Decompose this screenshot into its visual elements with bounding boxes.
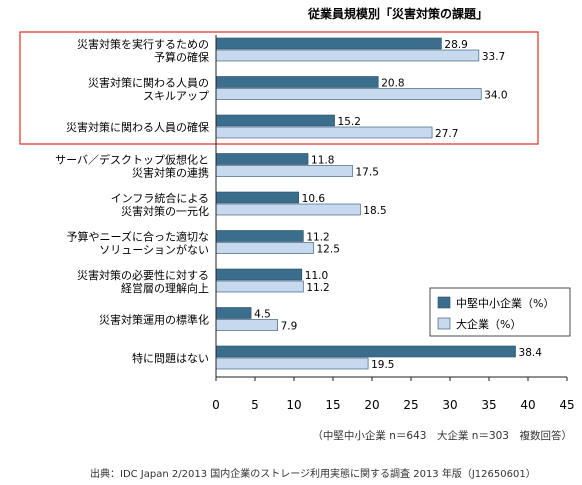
data-label-large-7: 7.9 (281, 321, 298, 333)
legend-swatch-large (437, 317, 451, 330)
bar-midsize-8 (215, 345, 516, 358)
sample-size-note: （中堅中小企業 n＝643 大企業 n＝303 複数回答） (312, 430, 572, 442)
category-label-5-line2: ソリューションがない (99, 243, 209, 257)
category-label-4-line1: インフラ統合による (111, 191, 209, 205)
data-label-large-5: 12.5 (317, 244, 340, 256)
bar-large-6 (215, 280, 304, 293)
bar-large-2 (215, 126, 433, 139)
category-label-2: 災害対策に関わる人員の確保 (66, 120, 209, 134)
category-label-3-line2: 災害対策の連携 (132, 166, 209, 180)
category-label-4-line2: 災害対策の一元化 (121, 204, 209, 218)
x-tick-label-15: 15 (325, 398, 340, 412)
x-tick-label-0: 0 (212, 398, 220, 412)
legend-label-midsize: 中堅中小企業（%） (456, 296, 554, 310)
bar-midsize-6 (215, 268, 303, 281)
category-label-0-line1: 災害対策を実行するための (77, 37, 209, 51)
data-label-midsize-7: 4.5 (254, 309, 271, 321)
bar-large-4 (215, 203, 361, 216)
bar-midsize-4 (215, 191, 299, 204)
legend-box (429, 287, 571, 337)
data-label-midsize-3: 11.8 (311, 155, 334, 167)
category-label-0-line2: 予算の確保 (154, 50, 209, 64)
bar-large-1 (215, 88, 482, 100)
bar-midsize-5 (215, 230, 304, 242)
x-tick-label-40: 40 (520, 398, 535, 412)
chart-title: 従業員規模別「災害対策の課題」 (307, 6, 488, 21)
category-label-8: 特に問題はない (132, 351, 209, 365)
category-label-5-line1: 予算やニーズに合った適切な (67, 230, 209, 244)
category-label-1-line2: スキルアップ (143, 90, 209, 103)
x-tick-label-5: 5 (251, 398, 259, 412)
data-label-midsize-5: 11.2 (306, 232, 329, 244)
data-label-midsize-0: 28.9 (444, 39, 467, 51)
data-label-midsize-1: 20.8 (381, 78, 404, 90)
bar-midsize-2 (215, 114, 335, 127)
category-label-1-line1: 災害対策に関わる人員の (88, 76, 209, 90)
data-label-midsize-4: 10.6 (302, 193, 326, 205)
x-tick-label-10: 10 (286, 398, 301, 412)
x-tick-label-20: 20 (364, 398, 379, 412)
bar-midsize-7 (215, 307, 252, 319)
bar-midsize-1 (215, 76, 379, 88)
bar-midsize-0 (215, 37, 442, 50)
legend-swatch-midsize (437, 296, 451, 309)
x-tick-label-45: 45 (559, 398, 574, 412)
data-label-large-1: 34.0 (484, 90, 507, 102)
data-label-midsize-2: 15.2 (338, 116, 361, 128)
bar-large-5 (215, 242, 314, 254)
legend-label-large: 大企業（%） (456, 317, 521, 331)
category-label-3-line1: サーバ／デスクトップ仮想化と (55, 153, 209, 167)
data-label-large-3: 17.5 (356, 167, 379, 179)
x-tick-label-30: 30 (442, 398, 457, 412)
data-label-large-6: 11.2 (306, 282, 329, 294)
data-label-midsize-6: 11.0 (305, 270, 328, 282)
data-label-large-0: 33.7 (482, 51, 505, 63)
bar-midsize-3 (215, 153, 309, 165)
data-label-large-8: 19.5 (371, 359, 394, 371)
data-label-midsize-8: 38.4 (519, 347, 543, 359)
data-label-large-2: 27.7 (435, 128, 458, 140)
bar-large-3 (215, 165, 353, 177)
category-label-6-line1: 災害対策の必要性に対する (77, 268, 209, 282)
source-note: 出典：IDC Japan 2/2013 国内企業のストレージ利用実態に関する調査… (90, 469, 536, 480)
bar-large-8 (215, 357, 369, 370)
data-label-large-4: 18.5 (363, 205, 386, 217)
category-label-6-line2: 経営層の理解向上 (121, 281, 209, 295)
x-tick-label-25: 25 (403, 398, 418, 412)
bar-large-0 (215, 49, 480, 62)
highlight-frame (19, 31, 539, 145)
category-label-7: 災害対策運用の標準化 (99, 313, 209, 327)
bar-large-7 (215, 319, 278, 331)
x-tick-label-35: 35 (481, 398, 496, 412)
